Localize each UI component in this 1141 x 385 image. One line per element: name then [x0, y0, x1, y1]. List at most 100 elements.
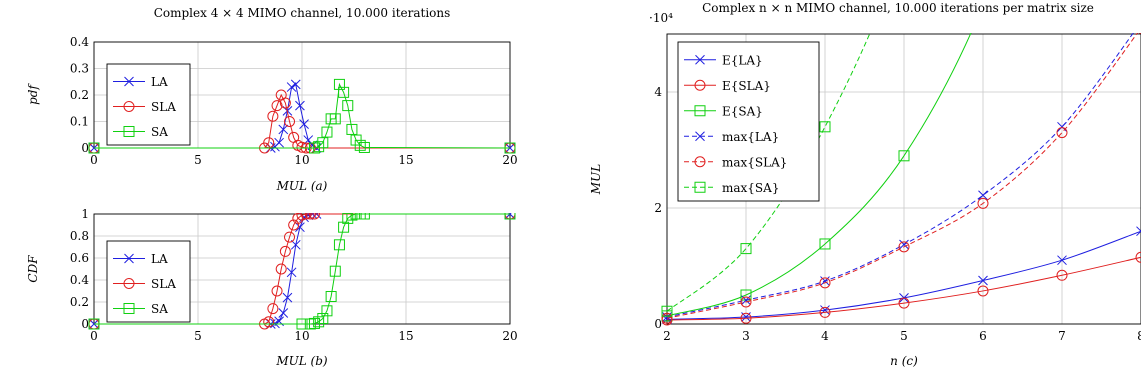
legend-label: SLA — [151, 100, 176, 114]
x-tick-label: 10 — [294, 329, 309, 343]
legend-marker — [694, 181, 706, 193]
x-tick-label: 2 — [663, 329, 671, 343]
legend-marker — [694, 156, 706, 168]
data-point — [296, 318, 308, 330]
data-point — [338, 221, 350, 233]
data-point — [977, 197, 989, 209]
legend-label: E{LA} — [722, 53, 763, 67]
x-tick-label: 5 — [194, 153, 202, 167]
data-point — [899, 239, 909, 250]
legend-marker — [124, 76, 134, 87]
legend-label: max{SLA} — [722, 155, 787, 169]
x-axis-label: MUL (b) — [275, 354, 328, 368]
x-tick-label: 8 — [1137, 329, 1141, 343]
data-point — [1135, 251, 1141, 263]
series-line-maxla — [666, 33, 1134, 318]
x-tick-label: 3 — [742, 329, 750, 343]
legend-label: SA — [151, 302, 168, 316]
data-point — [358, 213, 370, 220]
legend-label: max{LA} — [722, 130, 779, 144]
data-point — [284, 116, 296, 127]
y-tick-label: 0.4 — [70, 273, 89, 287]
data-point — [296, 213, 308, 221]
legend-label: E{SLA} — [722, 79, 771, 93]
x-tick-label: 10 — [294, 153, 309, 167]
series-line-sa — [94, 213, 510, 325]
legend-marker — [123, 126, 135, 137]
data-point — [308, 213, 320, 220]
data-point — [278, 308, 289, 318]
x-tick-label: 15 — [398, 153, 413, 167]
data-point — [317, 137, 329, 149]
data-point — [304, 318, 316, 330]
x-tick-label: 0 — [90, 329, 98, 343]
data-point — [267, 110, 279, 122]
legend-box — [106, 240, 191, 323]
data-point — [820, 276, 830, 286]
chart-title: Complex 4 × 4 MIMO channel, 10.000 itera… — [154, 6, 451, 20]
legend: LA SLA SA — [106, 240, 191, 323]
data-point — [296, 141, 308, 153]
chart-a: 0 5 10 15 20 0 0.1 0.2 0.3 0.4 Complex 4 × 4 MIMO … — [26, 6, 518, 193]
plot-frame — [666, 33, 1141, 325]
series-line-maxsla — [666, 33, 1139, 319]
legend-box — [106, 63, 191, 146]
legend-marker — [694, 79, 706, 91]
series-group — [661, 33, 1141, 326]
y-tick-label: 0 — [654, 317, 662, 331]
chart-c: 2345678024Complex n × n MIMO channel, 10… — [589, 1, 1141, 368]
legend: LA SLA SA — [106, 63, 191, 146]
data-point — [333, 78, 345, 90]
data-point — [740, 296, 752, 308]
legend-marker — [695, 131, 705, 142]
legend-label: SLA — [151, 277, 176, 291]
series-line-sa — [94, 82, 511, 149]
series-line-esla — [666, 256, 1141, 321]
data-point — [1056, 269, 1068, 281]
data-point — [321, 126, 333, 138]
y-tick-label: 1 — [81, 207, 89, 221]
data-point — [275, 263, 287, 275]
data-point — [290, 239, 301, 250]
data-point — [271, 100, 283, 112]
legend-marker — [695, 54, 705, 65]
series-line-maxsa — [666, 33, 871, 312]
data-point — [741, 295, 751, 306]
data-point — [819, 306, 831, 318]
data-point — [263, 316, 275, 328]
legend-label: max{SA} — [722, 181, 779, 195]
y-tick-label: 0 — [81, 317, 89, 331]
x-tick-label: 5 — [194, 329, 202, 343]
data-point — [325, 291, 337, 302]
data-point — [898, 150, 910, 162]
data-point — [292, 213, 304, 224]
data-point — [284, 231, 296, 243]
data-point — [88, 142, 100, 154]
y-axis-label: CDF — [26, 255, 40, 283]
y-tick-label: 0 — [81, 141, 89, 155]
data-point — [329, 265, 341, 277]
data-point — [1057, 255, 1067, 266]
legend-marker — [123, 101, 135, 112]
data-point — [1138, 33, 1141, 34]
x-tick-label: 7 — [1058, 329, 1066, 343]
data-point — [288, 219, 300, 231]
data-point — [267, 303, 279, 315]
data-point — [286, 267, 297, 278]
data-point — [317, 313, 329, 324]
data-point — [1136, 226, 1141, 237]
data-point — [819, 277, 831, 289]
y-tick-label: 0.2 — [70, 295, 89, 309]
data-point — [1056, 127, 1068, 139]
data-point — [295, 222, 305, 233]
y-tick-label: 0.6 — [70, 251, 89, 265]
legend-marker — [124, 253, 134, 264]
x-tick-label: 0 — [90, 153, 98, 167]
data-point — [354, 139, 366, 151]
data-point — [978, 275, 988, 286]
data-point — [300, 213, 312, 220]
data-point — [504, 142, 516, 154]
data-point — [346, 123, 358, 135]
y-tick-label: 4 — [654, 85, 662, 99]
